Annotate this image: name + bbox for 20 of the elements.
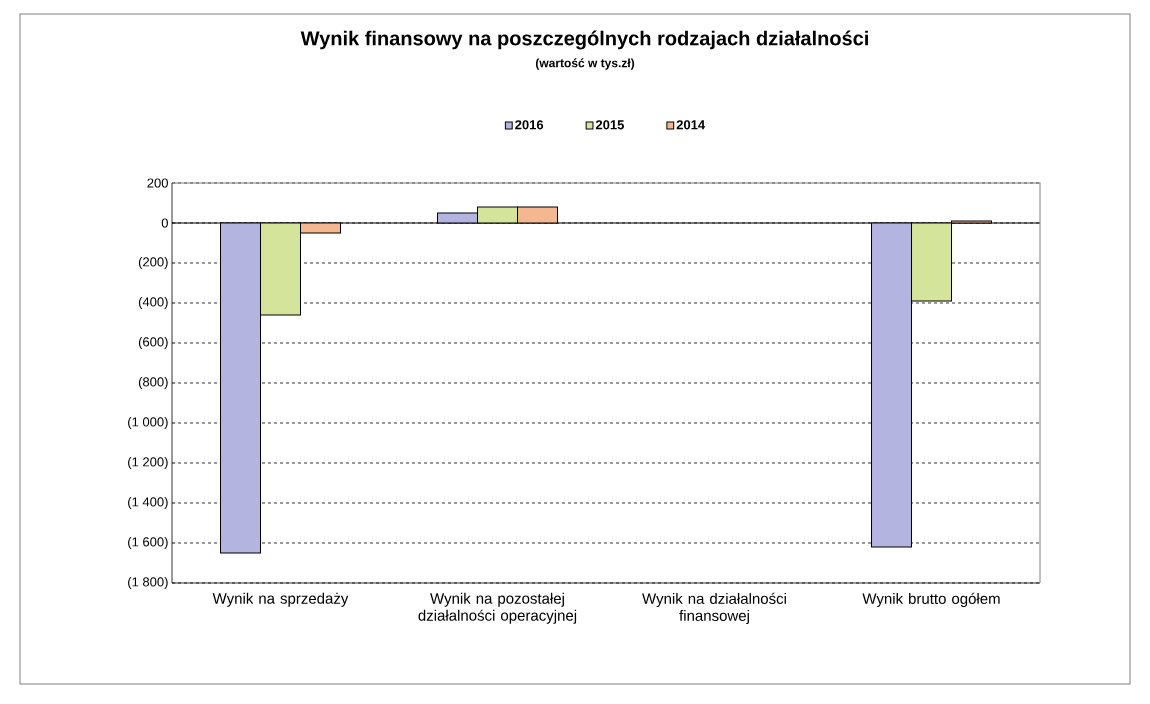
x-tick-label: Wynik na działalności finansowej: [642, 592, 786, 624]
y-tick-label: 200: [147, 178, 168, 188]
chart-title: Wynik finansowy na poszczególnych rodzajach działalności: [300, 30, 868, 50]
x-tick-label: Wynik na pozostałej działalności operacyjnej: [418, 592, 577, 624]
y-tick-label: (400): [138, 296, 168, 310]
y-tick-label: (1 200): [128, 456, 168, 470]
y-tick-label: (1 400): [128, 496, 168, 510]
x-tick-label: Wynik na sprzedaży: [212, 592, 349, 607]
y-tick-label: (1 000): [128, 416, 168, 430]
legend-label: 2016: [515, 120, 544, 130]
y-tick-label: (200): [138, 256, 168, 270]
y-tick-label: (1 800): [128, 576, 168, 590]
legend-label: 2014: [676, 120, 706, 130]
y-tick-label: 0: [161, 218, 168, 228]
legend-label: 2015: [595, 120, 625, 130]
chart-subtitle: (wartość w tys.zł): [535, 58, 635, 70]
y-tick-label: (600): [138, 336, 168, 350]
x-tick-label: Wynik brutto ogółem: [862, 592, 1000, 607]
y-tick-label: (800): [138, 376, 168, 390]
y-tick-label: (1 600): [128, 536, 168, 550]
